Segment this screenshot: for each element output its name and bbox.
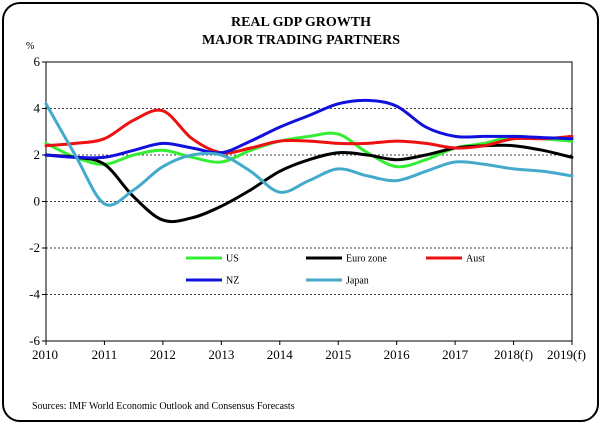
x-tick-label: 2013: [208, 347, 234, 362]
y-tick-label: 0: [34, 194, 41, 209]
x-tick-label: 2016: [384, 347, 411, 362]
chart-title: REAL GDP GROWTH: [231, 15, 371, 30]
y-tick-label: -2: [29, 240, 40, 255]
y-tick-label: 2: [34, 147, 41, 162]
legend-label-aust: Aust: [466, 254, 485, 265]
series-line-japan: [44, 102, 574, 207]
x-tick-label: 2015: [325, 347, 351, 362]
x-tick-label: 2017: [442, 347, 469, 362]
y-tick-label: 6: [34, 54, 41, 69]
series-line-us: [44, 131, 574, 169]
x-tick-label: 2011: [92, 347, 118, 362]
y-tick-label: -4: [29, 287, 40, 302]
legend-label-nz: NZ: [226, 276, 239, 287]
y-axis-ticks: 6 4 2 0 -2 -4 -6: [29, 54, 46, 348]
x-tick-label: 2010: [32, 347, 58, 362]
x-tick-label: 2012: [150, 347, 176, 362]
legend-label-japan: Japan: [346, 276, 369, 287]
x-tick-label: 2014: [267, 347, 294, 362]
legend-label-euro-zone: Euro zone: [346, 254, 387, 265]
series-line-aust: [44, 108, 574, 155]
chart-frame: [2, 2, 599, 422]
y-tick-label: -6: [29, 333, 40, 348]
legend: US Euro zone Aust NZ Japan: [186, 254, 485, 287]
series-lines: [44, 98, 574, 224]
y-tick-label: 4: [34, 101, 41, 116]
source-note: Sources: IMF World Economic Outlook and …: [32, 401, 295, 412]
x-axis-ticks: 2010 2011 2012 2013 2014 2015 2016 2017 2018(f) 2…: [32, 341, 586, 362]
x-tick-label: 2019(f): [547, 347, 586, 362]
legend-label-us: US: [226, 254, 239, 265]
x-tick-label: 2018(f): [494, 347, 533, 362]
series-line-nz: [44, 98, 574, 160]
plot-area: [45, 61, 573, 342]
chart-subtitle: MAJOR TRADING PARTNERS: [202, 33, 400, 48]
y-axis-unit-label: %: [26, 41, 34, 52]
